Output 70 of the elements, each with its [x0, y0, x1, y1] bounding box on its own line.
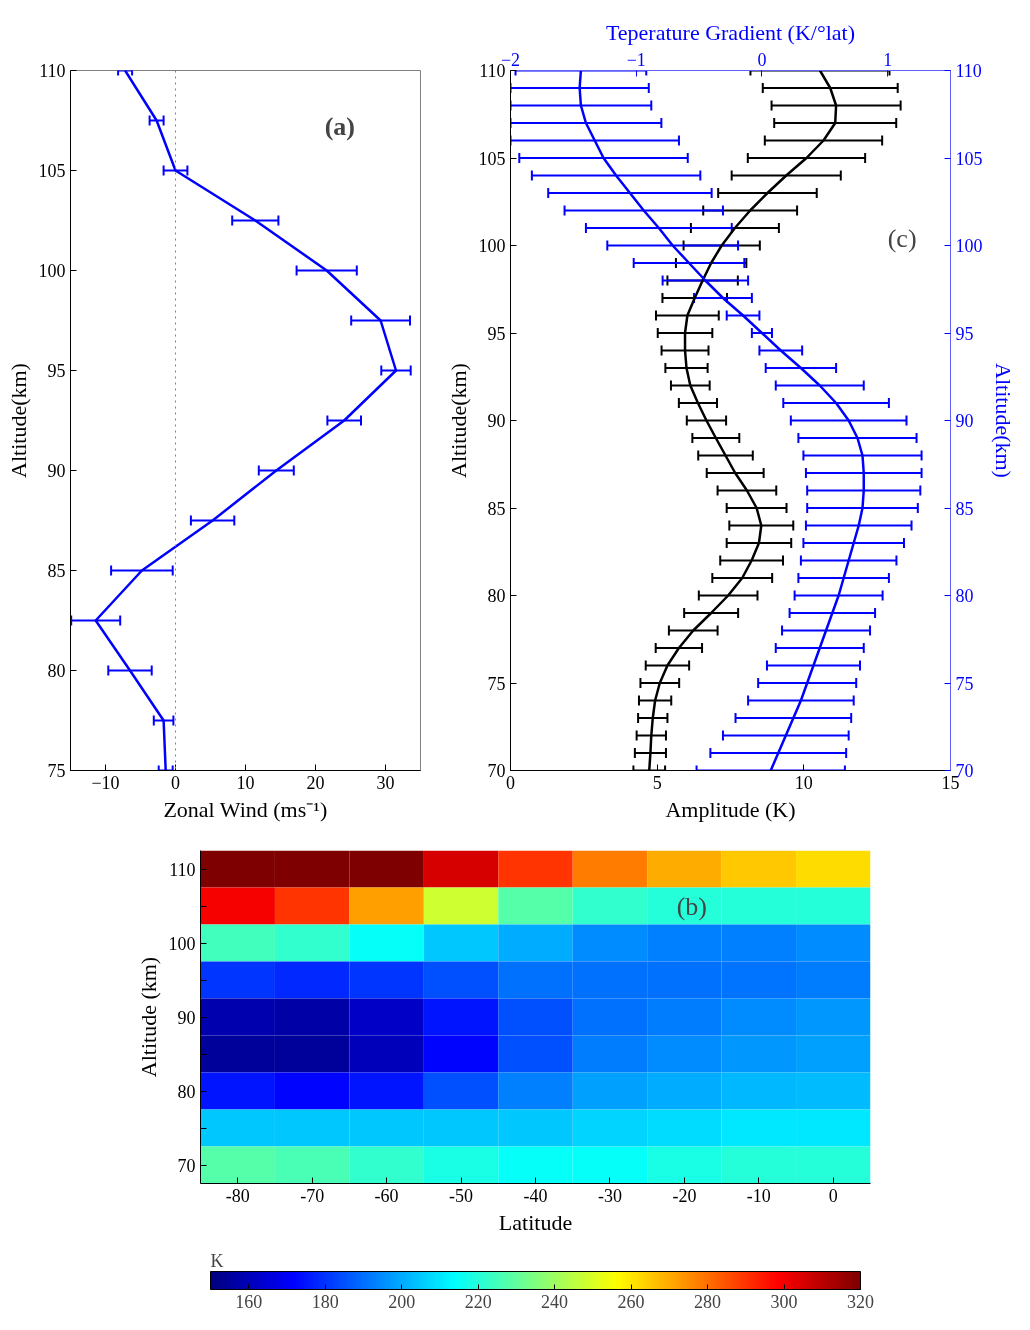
- y-axis-title: Altitude(km): [445, 363, 471, 478]
- y-tick-label: 95: [487, 323, 506, 344]
- color-bar-label: 300: [770, 1291, 798, 1312]
- y-axis-title: Altitude(km): [5, 363, 31, 478]
- x-tick-label: -60: [374, 1185, 399, 1206]
- y2-tick-label: 100: [955, 236, 983, 256]
- y-tick-label: 75: [47, 761, 66, 781]
- color-bar-label: 320: [847, 1291, 874, 1312]
- x-tick-label: 0: [171, 772, 180, 793]
- x-tick-label: 30: [376, 772, 395, 793]
- y2-tick-label: 105: [955, 148, 983, 169]
- x-tick-label: -20: [672, 1185, 697, 1206]
- x2-tick-label: 0: [757, 49, 767, 70]
- y-tick-label: 105: [478, 148, 506, 169]
- x-tick-label: 20: [306, 772, 325, 793]
- color-bar-title: K: [210, 1250, 224, 1271]
- x2-tick-label: −1: [626, 49, 646, 70]
- y2-tick-label: 90: [955, 411, 974, 431]
- x-tick-label: -30: [597, 1185, 622, 1206]
- y2-tick-label: 75: [955, 673, 974, 694]
- x-tick-label: 0: [506, 772, 515, 793]
- annotation: (c): [887, 223, 917, 253]
- y-tick-label: 105: [38, 161, 66, 181]
- x2-axis-title: Teperature Gradient (K/°lat): [605, 19, 856, 45]
- x-axis-title: Latitude: [498, 1209, 573, 1235]
- y-tick-label: 85: [47, 561, 66, 581]
- y-tick-label: 100: [38, 261, 66, 281]
- y-tick-label: 70: [177, 1155, 196, 1176]
- x-tick-label: −10: [91, 772, 120, 793]
- color-bar-label: 260: [617, 1291, 645, 1312]
- x-tick-label: 10: [236, 772, 255, 793]
- x-axis-title: Zonal Wind (ms⁻¹): [163, 796, 328, 822]
- y-axis-title: Altitude (km): [135, 956, 161, 1078]
- x-tick-label: -10: [746, 1185, 771, 1206]
- y2-tick-label: 85: [955, 498, 974, 519]
- y2-tick-label: 95: [955, 323, 974, 344]
- x-tick-label: 5: [652, 772, 662, 793]
- y-tick-label: 80: [47, 661, 66, 681]
- x-tick-label: -80: [225, 1185, 250, 1206]
- x-tick-label: -50: [449, 1185, 474, 1206]
- y-tick-label: 100: [478, 236, 506, 256]
- color-bar-label: 160: [235, 1291, 263, 1312]
- y2-tick-label: 110: [955, 61, 982, 81]
- x-tick-label: -40: [523, 1185, 548, 1206]
- x-axis-title: Amplitude (K): [665, 796, 796, 822]
- y-tick-label: 85: [487, 498, 506, 519]
- x-tick-label: -70: [300, 1185, 325, 1206]
- y-tick-label: 95: [47, 361, 66, 381]
- y-tick-label: 90: [177, 1007, 196, 1028]
- annotation: (a): [324, 111, 356, 141]
- y-tick-label: 90: [47, 461, 66, 481]
- x-tick-label: 10: [794, 772, 813, 793]
- y2-tick-label: 80: [955, 586, 974, 606]
- y-tick-label: 80: [487, 586, 506, 606]
- y-tick-label: 110: [39, 61, 66, 81]
- color-bar-label: 180: [311, 1291, 339, 1312]
- color-bar-label: 220: [464, 1291, 492, 1312]
- y-tick-label: 70: [487, 761, 506, 781]
- y-tick-label: 110: [169, 859, 196, 880]
- y2-axis-title: Altitude(km): [990, 363, 1016, 478]
- y-tick-label: 75: [487, 673, 506, 694]
- color-bar-label: 240: [541, 1291, 569, 1312]
- y-tick-label: 90: [487, 411, 506, 431]
- annotation: (b): [676, 891, 707, 921]
- color-bar-label: 200: [388, 1291, 416, 1312]
- x2-tick-label: 1: [883, 49, 893, 70]
- x-tick-label: 0: [828, 1185, 838, 1206]
- y-tick-label: 100: [168, 933, 196, 954]
- color-bar-label: 280: [694, 1291, 722, 1312]
- y-tick-label: 80: [177, 1081, 196, 1102]
